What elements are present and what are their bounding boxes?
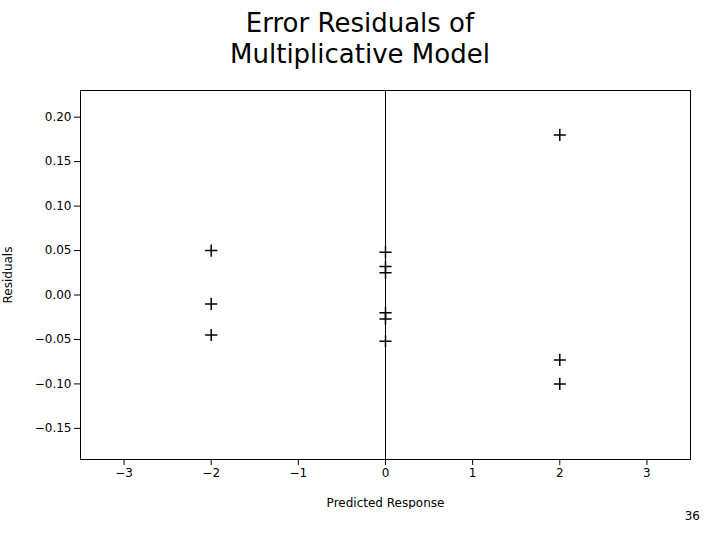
svg-text:0.15: 0.15 <box>45 155 72 169</box>
svg-text:0.05: 0.05 <box>45 244 72 258</box>
svg-text:1: 1 <box>469 466 477 480</box>
svg-text:0: 0 <box>382 466 390 480</box>
svg-text:−0.10: −0.10 <box>35 377 72 391</box>
svg-text:Predicted Response: Predicted Response <box>327 496 445 510</box>
html-text:36: 36 <box>684 509 700 524</box>
html-text:Error Residuals of Multiplicat: Error Residuals of Multiplicative Model <box>230 8 490 70</box>
svg-text:−2: −2 <box>202 466 220 480</box>
svg-text:−0.15: −0.15 <box>35 422 72 436</box>
svg-text:0.10: 0.10 <box>45 199 72 213</box>
svg-text:3: 3 <box>643 466 651 480</box>
svg-text:−1: −1 <box>290 466 308 480</box>
svg-text:0.20: 0.20 <box>45 110 72 124</box>
svg-text:0.00: 0.00 <box>45 288 72 302</box>
svg-text:−0.05: −0.05 <box>35 333 72 347</box>
svg-text:2: 2 <box>556 466 564 480</box>
svg-text:−3: −3 <box>115 466 133 480</box>
svg-text:Residuals: Residuals <box>1 247 15 304</box>
